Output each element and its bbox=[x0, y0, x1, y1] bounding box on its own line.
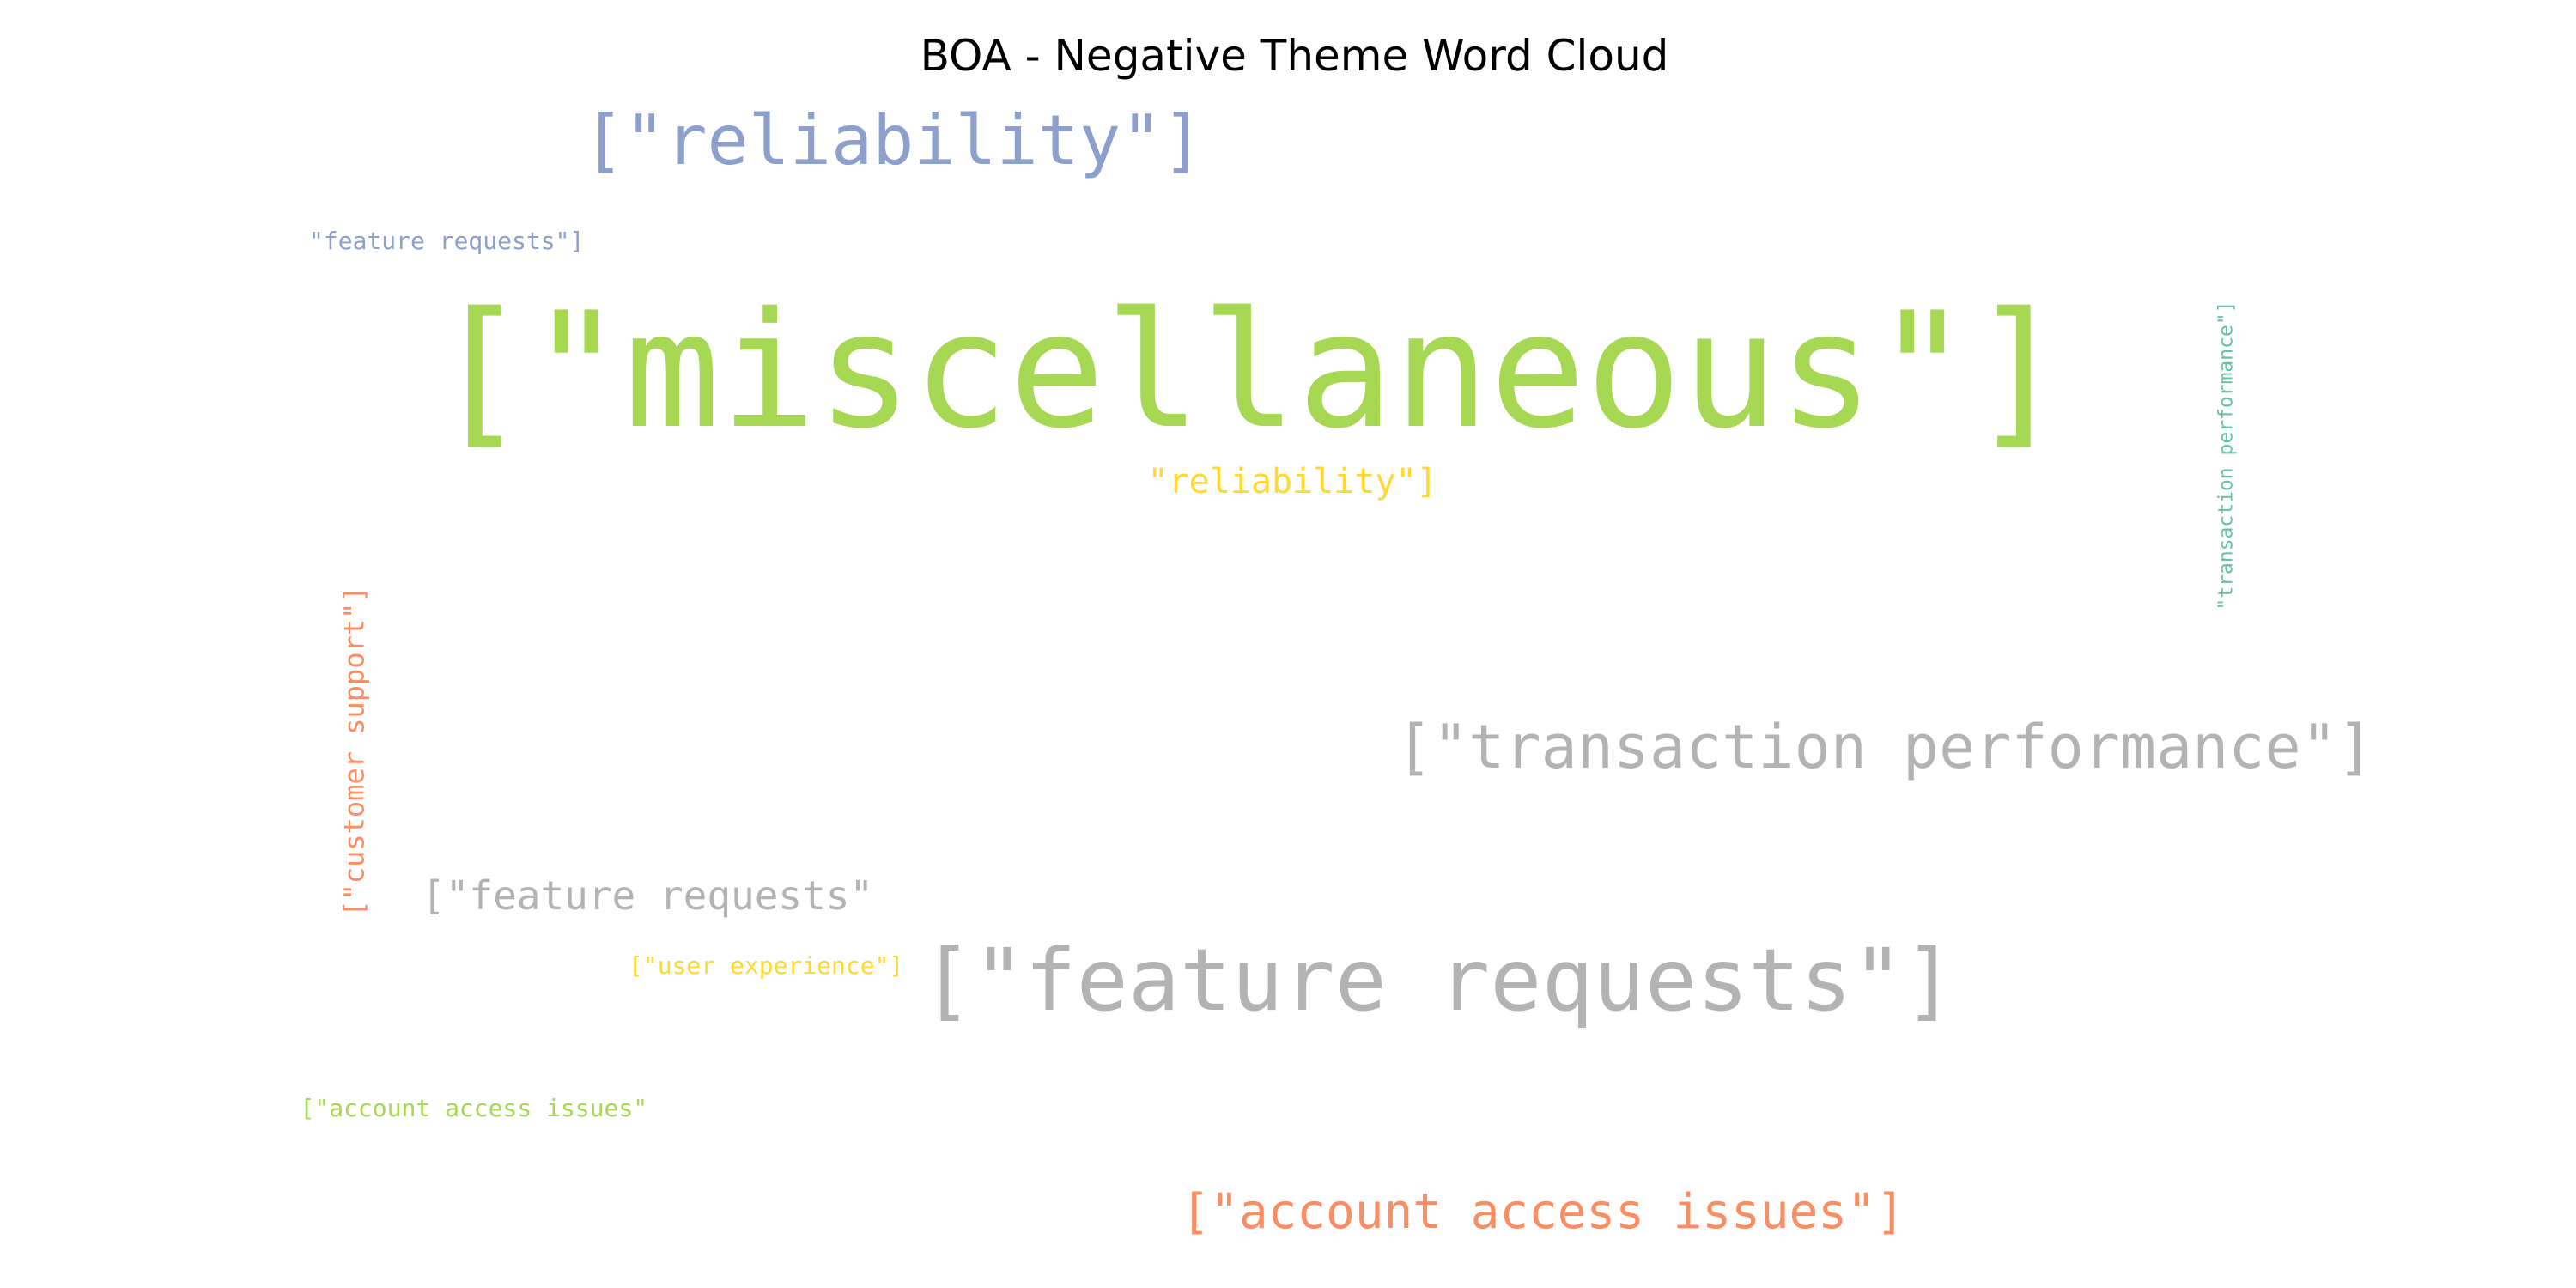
word-cloud-term: ["user experience"] bbox=[629, 951, 904, 980]
word-cloud-term: ["miscellaneous"] bbox=[432, 277, 2067, 464]
chart-title: BOA - Negative Theme Word Cloud bbox=[920, 31, 1669, 81]
word-cloud-term: ["feature requests"] bbox=[921, 930, 1956, 1030]
word-cloud-term: "feature requests"] bbox=[309, 227, 585, 255]
word-cloud-term: "transaction performance"] bbox=[2215, 300, 2238, 611]
word-cloud-term: "reliability"] bbox=[1147, 462, 1437, 501]
word-cloud-term: ["transaction performance"] bbox=[1396, 712, 2373, 782]
word-cloud-term: ["account access issues"] bbox=[1181, 1184, 1905, 1240]
word-cloud-term: ["feature requests" bbox=[422, 872, 874, 919]
word-cloud-term: ["account access issues" bbox=[300, 1094, 648, 1122]
word-cloud-term: ["reliability"] bbox=[583, 100, 1204, 180]
word-cloud-term: ["customer support"] bbox=[337, 586, 371, 917]
